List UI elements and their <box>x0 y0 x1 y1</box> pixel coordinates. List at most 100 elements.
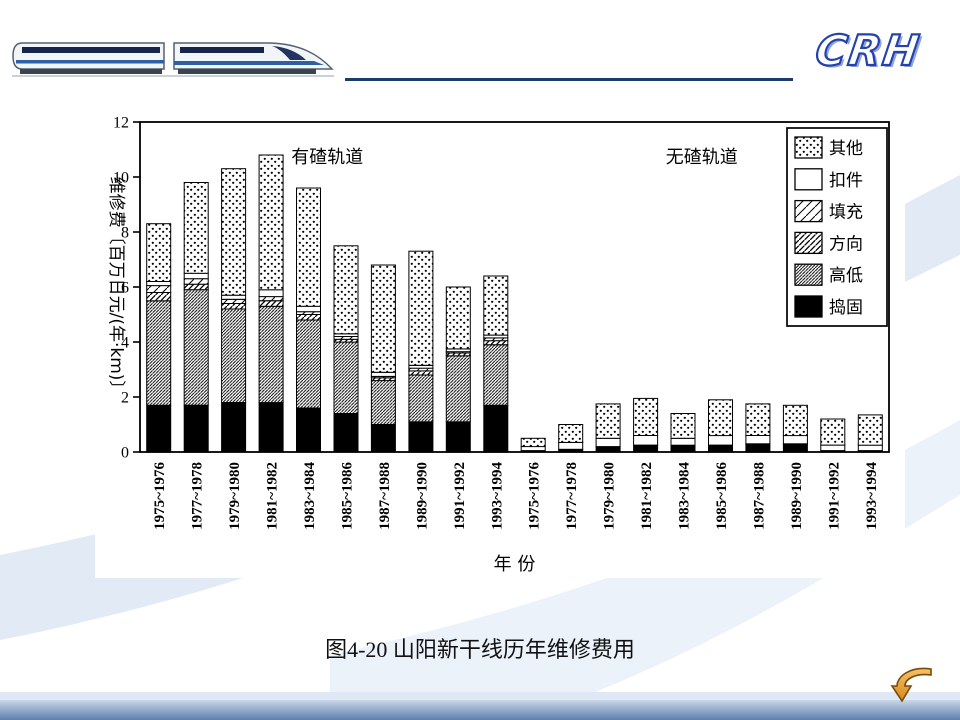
header-divider-line <box>345 78 793 81</box>
x-axis-title: 年 份 <box>494 554 536 575</box>
bar-segment-扣件 <box>633 435 659 446</box>
bar-segment-方向 <box>408 370 434 376</box>
bar-segment-方向 <box>296 314 321 321</box>
bar-segment-其他 <box>445 286 471 350</box>
bar-segment-其他 <box>520 437 546 448</box>
bar-segment-高低 <box>296 319 321 409</box>
legend-label: 捣固 <box>829 298 863 318</box>
bar-segment-方向 <box>146 292 172 302</box>
y-tick-label: 8 <box>121 225 129 242</box>
x-tick-label: 1977~1978 <box>190 462 206 530</box>
bar-segment-其他 <box>708 399 733 437</box>
x-tick-label: 1981~1982 <box>639 462 655 530</box>
bar-segment-高低 <box>333 341 359 414</box>
bar-segment-其他 <box>670 413 696 439</box>
x-tick-label: 1991~1992 <box>826 462 842 530</box>
x-tick-label: 1979~1980 <box>227 462 243 530</box>
bar-segment-捣固 <box>370 424 396 453</box>
legend-label: 高低 <box>829 266 863 286</box>
bar-segment-扣件 <box>408 364 434 369</box>
bar-segment-捣固 <box>183 404 209 453</box>
x-tick-label: 1993~1994 <box>864 462 880 530</box>
bar-segment-高低 <box>183 289 209 406</box>
bar-segment-扣件 <box>820 444 846 452</box>
bar-segment-填充 <box>183 278 209 285</box>
bar-segment-其他 <box>820 418 846 446</box>
bar-segment-其他 <box>370 264 396 373</box>
x-tick-label: 1985~1986 <box>714 462 730 530</box>
x-tick-label: 1977~1978 <box>564 462 580 530</box>
return-arrow-icon[interactable] <box>890 664 934 704</box>
bar-segment-其他 <box>782 404 808 437</box>
x-tick-label: 1989~1990 <box>414 462 430 530</box>
bar-segment-其他 <box>258 154 284 291</box>
x-tick-label: 1991~1992 <box>452 462 468 530</box>
legend-label: 其他 <box>829 139 863 159</box>
bar-segment-扣件 <box>370 371 396 377</box>
bar-segment-捣固 <box>445 421 471 453</box>
bar-segment-高低 <box>221 308 247 403</box>
legend-swatch-高低 <box>794 263 823 286</box>
bar-segment-扣件 <box>146 281 172 287</box>
x-tick-label: 1981~1982 <box>265 462 281 530</box>
x-tick-label: 1985~1986 <box>339 462 355 530</box>
legend-swatch-方向 <box>794 231 823 255</box>
bar-segment-扣件 <box>183 272 209 280</box>
bar-segment-高低 <box>370 380 396 425</box>
bar-segment-捣固 <box>708 444 733 453</box>
x-tick-label: 1989~1990 <box>789 462 805 530</box>
bar-segment-捣固 <box>296 407 321 453</box>
x-tick-label: 1987~1988 <box>751 462 767 530</box>
legend-label: 方向 <box>829 234 863 254</box>
track-group-label: 有碴轨道 <box>291 147 363 168</box>
bar-segment-高低 <box>408 374 434 423</box>
legend-label: 填充 <box>829 203 863 223</box>
bar-segment-扣件 <box>595 437 621 448</box>
bar-segment-其他 <box>408 250 434 366</box>
bar-segment-其他 <box>221 168 247 296</box>
bar-segment-捣固 <box>782 443 808 453</box>
bar-segment-扣件 <box>782 435 808 445</box>
bar-segment-方向 <box>483 340 509 346</box>
legend-swatch-其他 <box>794 136 823 159</box>
bar-segment-填充 <box>221 298 247 304</box>
bar-segment-填充 <box>258 296 284 302</box>
y-tick-label: 10 <box>113 170 129 187</box>
train-image <box>12 42 334 77</box>
bar-segment-其他 <box>183 182 209 274</box>
x-tick-label: 1975~1976 <box>152 462 168 530</box>
bar-segment-其他 <box>296 187 321 307</box>
bar-segment-高低 <box>445 355 471 423</box>
bar-segment-填充 <box>146 285 172 294</box>
bar-segment-捣固 <box>670 444 696 453</box>
crh-logo: CRH <box>811 25 924 76</box>
bar-segment-其他 <box>595 403 621 439</box>
bar-segment-捣固 <box>408 421 434 453</box>
bar-segment-扣件 <box>558 441 584 450</box>
bar-segment-其他 <box>483 275 509 336</box>
y-tick-label: 6 <box>121 280 129 297</box>
bar-segment-扣件 <box>708 435 733 446</box>
x-tick-label: 1975~1976 <box>527 462 543 530</box>
bar-segment-其他 <box>745 403 771 436</box>
y-tick-label: 4 <box>121 335 129 352</box>
y-tick-label: 12 <box>113 115 129 132</box>
track-group-label: 无碴轨道 <box>666 147 738 168</box>
x-tick-label: 1993~1994 <box>489 462 505 530</box>
legend-box <box>786 127 888 327</box>
x-tick-label: 1979~1980 <box>602 462 618 530</box>
bar-segment-其他 <box>333 245 359 335</box>
train-ground-line <box>12 75 334 77</box>
bar-segment-捣固 <box>146 404 172 453</box>
bar-segment-扣件 <box>857 444 883 452</box>
bar-segment-捣固 <box>221 402 247 453</box>
bar-segment-捣固 <box>483 404 509 453</box>
legend-label: 扣件 <box>829 171 863 191</box>
legend-swatch-捣固 <box>794 295 823 318</box>
bar-segment-其他 <box>857 414 883 446</box>
maintenance-cost-chart: 1975~1976 1977~1978 1979~1980 1981~1982 1983… <box>95 108 905 578</box>
x-tick-label: 1983~1984 <box>677 462 693 530</box>
legend-swatch-填充 <box>794 199 823 223</box>
